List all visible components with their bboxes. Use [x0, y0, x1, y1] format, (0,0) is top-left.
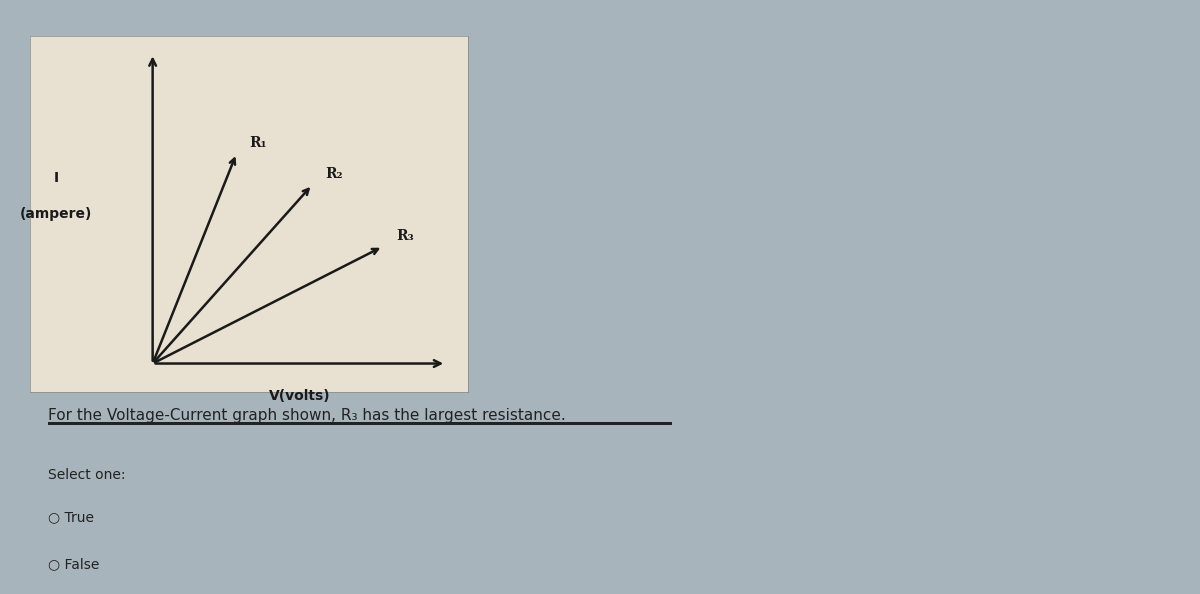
Text: I: I — [54, 171, 59, 185]
Text: For the Voltage-Current graph shown, R₃ has the largest resistance.: For the Voltage-Current graph shown, R₃ … — [48, 408, 565, 424]
Text: V(volts): V(volts) — [269, 388, 330, 403]
Text: (ampere): (ampere) — [20, 207, 92, 221]
Text: ○ True: ○ True — [48, 510, 94, 524]
Text: ○ False: ○ False — [48, 557, 100, 571]
Text: R₁: R₁ — [250, 136, 268, 150]
Text: R₂: R₂ — [325, 167, 343, 181]
Text: R₃: R₃ — [396, 229, 414, 243]
Text: Select one:: Select one: — [48, 468, 126, 482]
